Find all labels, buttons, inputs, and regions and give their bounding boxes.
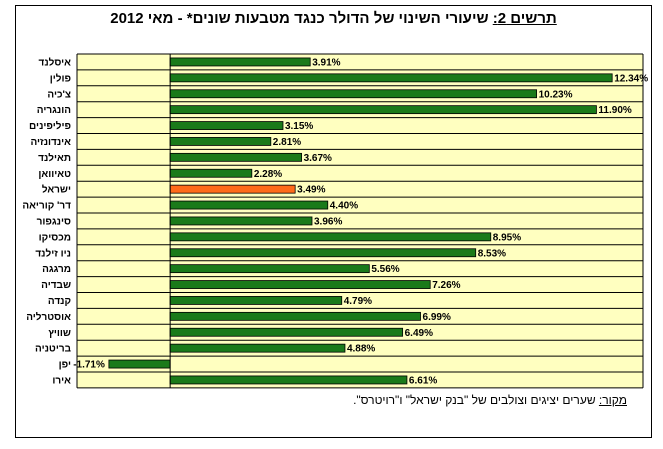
- value-label: 11.90%: [598, 105, 631, 116]
- bar: [169, 248, 477, 258]
- bar: [169, 311, 421, 321]
- bar: [169, 216, 313, 226]
- bar: [169, 280, 431, 289]
- value-label: 10.23%: [539, 89, 573, 100]
- category-label: טאיוואן: [38, 169, 71, 180]
- category-label: מכסיקו: [39, 232, 71, 243]
- row-band: [77, 181, 643, 198]
- value-label: 4.79%: [344, 296, 372, 307]
- category-label: תאילנד: [38, 152, 71, 164]
- category-label: סינגפור: [37, 216, 71, 227]
- category-label: פיליפינים: [29, 120, 71, 132]
- bar: [108, 359, 171, 369]
- row-band: [77, 54, 643, 70]
- bar: [169, 105, 597, 115]
- row-band: [77, 117, 643, 134]
- category-label: קנדה: [48, 296, 71, 307]
- bar: [169, 375, 408, 385]
- bar: [169, 264, 370, 274]
- row-band: [77, 165, 643, 182]
- value-label: 6.99%: [423, 312, 451, 323]
- bar: [169, 89, 538, 99]
- category-label: צ'כיה: [47, 89, 71, 100]
- value-label: 3.15%: [285, 121, 313, 132]
- row-band: [77, 197, 643, 213]
- value-label: 3.91%: [312, 57, 340, 68]
- value-label: 2.81%: [273, 137, 301, 148]
- category-label: איסלנד: [39, 56, 72, 68]
- value-label: 4.88%: [347, 344, 375, 355]
- category-label: פולין: [50, 72, 71, 84]
- source-lead: מקור:: [598, 393, 627, 407]
- value-label: 5.56%: [371, 264, 399, 275]
- bar: [169, 184, 296, 194]
- bar: [169, 137, 272, 146]
- row-band: [77, 356, 643, 372]
- category-label: אירו: [52, 375, 71, 386]
- value-label: 8.53%: [478, 248, 506, 259]
- category-label: בריטניה: [35, 344, 72, 355]
- category-label: דר' קוריאה: [22, 201, 71, 212]
- value-label: -1.71%: [73, 360, 105, 371]
- category-label: ניו זילנד: [35, 247, 71, 259]
- bar: [169, 73, 613, 83]
- value-label: 2.28%: [254, 169, 282, 180]
- bar: [169, 200, 329, 210]
- category-label: אוסטרליה: [26, 311, 71, 323]
- bar: [169, 343, 346, 353]
- category-label: ישראל: [42, 184, 71, 196]
- value-label: 6.49%: [405, 328, 433, 339]
- bar-chart: איסלנד פולין צ'כיה הונגריה פיליפינים אינדונזי…: [22, 53, 648, 389]
- row-band: [77, 149, 643, 166]
- bar: [169, 121, 284, 130]
- chart-title-lead: תרשים 2:: [492, 10, 557, 27]
- source-note: מקור: שערים יציגים וצולבים של "בנק ישראל…: [353, 393, 627, 407]
- bar: [169, 327, 404, 337]
- category-label: מרגגה: [42, 264, 71, 275]
- bar: [169, 57, 311, 67]
- category-label: הונגריה: [37, 105, 71, 116]
- category-label: שוויץ: [48, 328, 71, 339]
- row-band: [77, 213, 643, 229]
- value-label: 12.34%: [614, 73, 648, 84]
- value-label: 8.95%: [493, 232, 521, 243]
- category-label: יפן: [59, 360, 71, 371]
- chart-title-text: שיעורי השינוי של הדולר כנגד מטבעות שונים…: [110, 10, 489, 27]
- bar: [169, 152, 303, 162]
- bar: [169, 232, 492, 242]
- bar: [169, 168, 253, 178]
- chart-title: תרשים 2: שיעורי השינוי של הדולר כנגד מטב…: [16, 10, 651, 27]
- category-label: אינדונזיה: [30, 137, 71, 148]
- chart-frame: תרשים 2: שיעורי השינוי של הדולר כנגד מטב…: [15, 5, 652, 438]
- bar: [169, 296, 343, 305]
- value-label: 4.40%: [330, 201, 358, 212]
- value-label: 7.26%: [432, 280, 460, 291]
- value-label: 3.49%: [297, 185, 325, 196]
- value-label: 3.67%: [304, 153, 332, 164]
- row-band: [77, 133, 643, 150]
- value-label: 6.61%: [409, 375, 437, 386]
- category-label: שבדיה: [41, 280, 71, 291]
- value-label: 3.96%: [314, 216, 342, 227]
- source-text: שערים יציגים וצולבים של "בנק ישראל" ו"רו…: [353, 393, 596, 407]
